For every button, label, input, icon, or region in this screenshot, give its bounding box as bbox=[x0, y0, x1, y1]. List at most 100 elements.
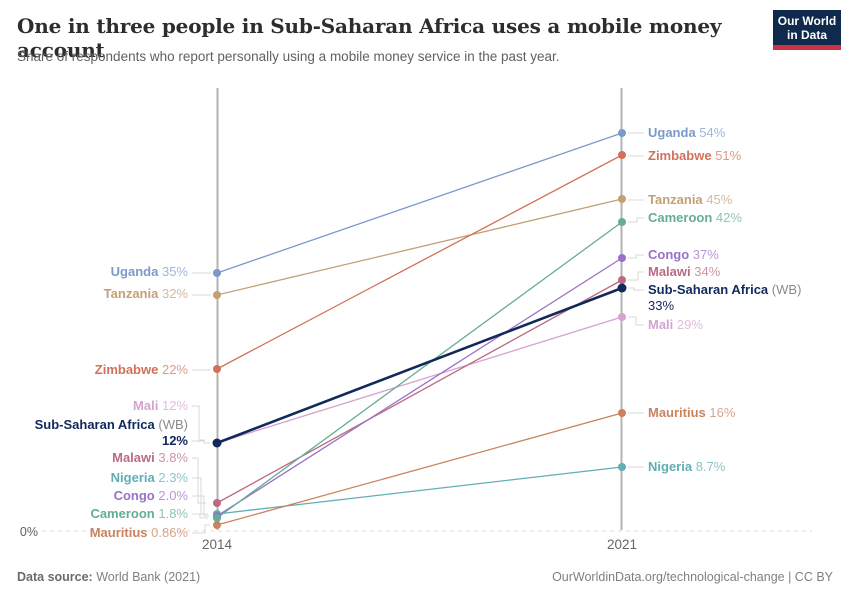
connector-malawi-2014 bbox=[192, 457, 206, 504]
label-tanzania-2014[interactable]: Tanzania 32% bbox=[0, 286, 188, 302]
label-malawi-2021[interactable]: Malawi 34% bbox=[648, 264, 720, 280]
connector-mali-2021 bbox=[628, 316, 644, 326]
owid-logo-line1: Our World bbox=[777, 13, 837, 28]
uganda-dot-2014[interactable] bbox=[213, 269, 221, 277]
entity-name: Congo bbox=[648, 247, 690, 262]
entity-name: Mali bbox=[133, 398, 159, 413]
entity-value: 29% bbox=[676, 317, 703, 332]
ssa-line[interactable] bbox=[216, 286, 623, 445]
entity-value: 37% bbox=[692, 247, 719, 262]
entity-name: Sub-Saharan Africa bbox=[648, 282, 769, 297]
label-mauritius-2014[interactable]: Mauritius 0.86% bbox=[0, 525, 188, 541]
entity-name: Zimbabwe bbox=[94, 362, 159, 377]
label-cameroon-2021[interactable]: Cameroon 42% bbox=[648, 210, 742, 226]
connector-congo-2014 bbox=[192, 495, 209, 517]
mali-line[interactable] bbox=[216, 316, 623, 444]
label-nigeria-2021[interactable]: Nigeria 8.7% bbox=[648, 459, 725, 475]
mali-dot-2021[interactable] bbox=[618, 313, 626, 321]
entity-name: Mauritius bbox=[89, 525, 148, 540]
label-cameroon-2014[interactable]: Cameroon 1.8% bbox=[0, 506, 188, 522]
connector-ssa-2021 bbox=[628, 287, 644, 291]
page-title: One in three people in Sub-Saharan Afric… bbox=[17, 14, 722, 62]
label-ssa-2014[interactable]: Sub-Saharan Africa (WB) 12% bbox=[0, 417, 188, 449]
ssa-dot-2021[interactable] bbox=[617, 283, 627, 293]
malawi-line[interactable] bbox=[216, 279, 623, 504]
connector-malawi-2021 bbox=[628, 271, 644, 281]
uganda-line[interactable] bbox=[216, 132, 623, 274]
owid-logo-line2: in Data bbox=[786, 27, 827, 42]
label-nigeria-2014[interactable]: Nigeria 2.3% bbox=[0, 470, 188, 486]
entity-name: Malawi bbox=[648, 264, 691, 279]
cameroon-line[interactable] bbox=[216, 221, 623, 519]
entity-suffix: (WB) bbox=[158, 417, 188, 432]
cameroon-dot-2021[interactable] bbox=[618, 218, 626, 226]
connector-congo-2021 bbox=[628, 254, 644, 259]
entity-value: 16% bbox=[709, 405, 736, 420]
label-ssa-2021[interactable]: Sub-Saharan Africa (WB) 33% bbox=[648, 282, 801, 314]
entity-value: 34% bbox=[694, 264, 721, 279]
label-malawi-2014[interactable]: Malawi 3.8% bbox=[0, 450, 188, 466]
label-congo-2021[interactable]: Congo 37% bbox=[648, 247, 719, 263]
label-uganda-2021[interactable]: Uganda 54% bbox=[648, 125, 725, 141]
entity-value: 2.0% bbox=[158, 488, 188, 503]
ssa-dot-2014[interactable] bbox=[212, 438, 222, 448]
connector-cameroon-2021 bbox=[628, 217, 644, 223]
mauritius-dot-2014[interactable] bbox=[213, 521, 221, 529]
entity-name: Cameroon bbox=[90, 506, 155, 521]
entity-name: Tanzania bbox=[648, 192, 703, 207]
entity-value: 51% bbox=[715, 148, 742, 163]
footer-url[interactable]: OurWorldinData.org/technological-change … bbox=[552, 570, 833, 584]
entity-value: 3.8% bbox=[158, 450, 188, 465]
zimbabwe-line[interactable] bbox=[216, 154, 623, 370]
congo-dot-2021[interactable] bbox=[618, 254, 626, 262]
series-dots bbox=[212, 129, 627, 529]
entity-value: 22% bbox=[161, 362, 188, 377]
entity-name: Congo bbox=[113, 488, 155, 503]
tanzania-line[interactable] bbox=[216, 198, 623, 296]
entity-name-row: Sub-Saharan Africa (WB) bbox=[0, 417, 188, 433]
y-axis-zero-label: 0% bbox=[19, 525, 38, 539]
label-zimbabwe-2014[interactable]: Zimbabwe 22% bbox=[0, 362, 188, 378]
label-mauritius-2021[interactable]: Mauritius 16% bbox=[648, 405, 735, 421]
label-mali-2021[interactable]: Mali 29% bbox=[648, 317, 703, 333]
entity-name: Malawi bbox=[112, 450, 155, 465]
data-source-text: World Bank (2021) bbox=[92, 570, 201, 584]
label-congo-2014[interactable]: Congo 2.0% bbox=[0, 488, 188, 504]
entity-suffix: (WB) bbox=[771, 282, 802, 297]
nigeria-dot-2021[interactable] bbox=[618, 463, 626, 471]
zimbabwe-dot-2021[interactable] bbox=[618, 151, 626, 159]
connector-ssa-2014 bbox=[192, 440, 210, 444]
entity-name: Nigeria bbox=[110, 470, 155, 485]
label-zimbabwe-2021[interactable]: Zimbabwe 51% bbox=[648, 148, 741, 164]
cameroon-dot-2014[interactable] bbox=[213, 514, 221, 522]
entity-name: Sub-Saharan Africa bbox=[34, 417, 155, 432]
label-uganda-2014[interactable]: Uganda 35% bbox=[0, 264, 188, 280]
entity-name: Uganda bbox=[110, 264, 159, 279]
entity-name: Cameroon bbox=[648, 210, 713, 225]
zimbabwe-dot-2014[interactable] bbox=[213, 365, 221, 373]
congo-line[interactable] bbox=[216, 257, 623, 517]
tanzania-dot-2021[interactable] bbox=[618, 195, 626, 203]
malawi-dot-2021[interactable] bbox=[618, 276, 626, 284]
entity-name: Uganda bbox=[648, 125, 696, 140]
malawi-dot-2014[interactable] bbox=[213, 499, 221, 507]
connector-cameroon-2014 bbox=[192, 513, 208, 519]
entity-name: Tanzania bbox=[103, 286, 159, 301]
mauritius-line[interactable] bbox=[216, 412, 623, 526]
entity-value: 35% bbox=[161, 264, 188, 279]
tanzania-dot-2014[interactable] bbox=[213, 291, 221, 299]
mauritius-dot-2021[interactable] bbox=[618, 409, 626, 417]
entity-value: 0.86% bbox=[151, 525, 188, 540]
entity-value: 54% bbox=[699, 125, 726, 140]
owid-logo[interactable]: Our World in Data bbox=[773, 10, 841, 50]
label-mali-2014[interactable]: Mali 12% bbox=[0, 398, 188, 414]
entity-value: 8.7% bbox=[695, 459, 726, 474]
series-lines bbox=[216, 132, 623, 526]
label-tanzania-2021[interactable]: Tanzania 45% bbox=[648, 192, 732, 208]
uganda-dot-2021[interactable] bbox=[618, 129, 626, 137]
x-tick-2021: 2021 bbox=[606, 537, 638, 552]
entity-value: 12% bbox=[161, 398, 188, 413]
label-connectors bbox=[192, 132, 644, 534]
entity-value: 32% bbox=[161, 286, 188, 301]
entity-value: 1.8% bbox=[158, 506, 188, 521]
